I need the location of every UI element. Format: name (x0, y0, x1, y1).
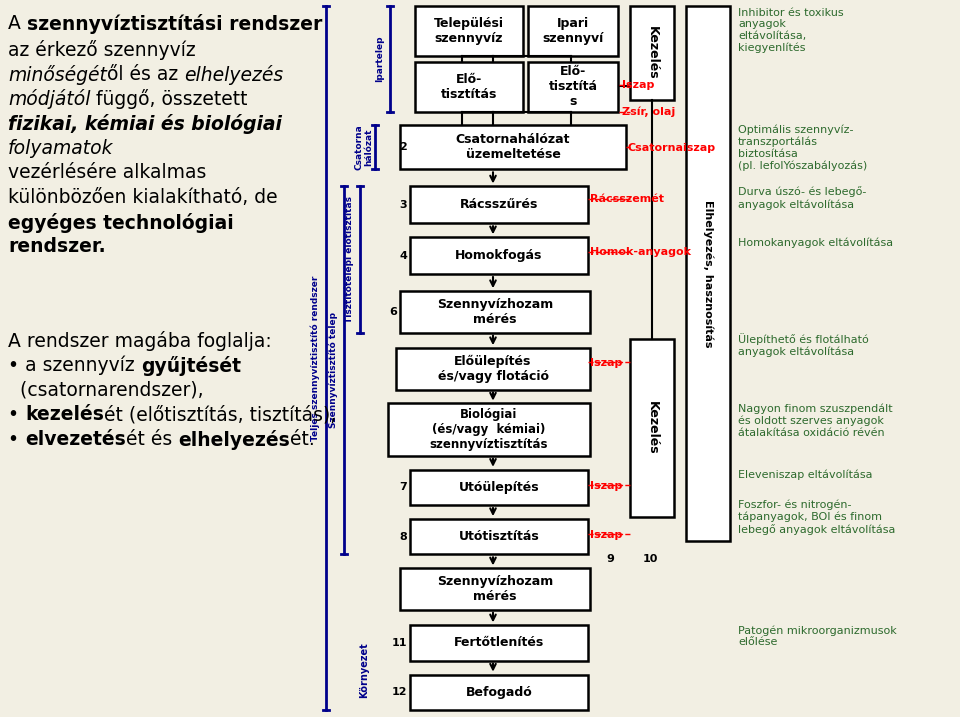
Text: 12: 12 (392, 687, 407, 697)
Text: Eleveniszap eltávolítása: Eleveniszap eltávolítása (738, 470, 873, 480)
Text: Nagyon finom szuszpendált
és oldott szerves anyagok
átalakítása oxidáció révén: Nagyon finom szuszpendált és oldott szer… (738, 404, 893, 438)
Text: Biológiai
(és/vagy  kémiai)
szennyvíztisztítás: Biológiai (és/vagy kémiai) szennyvíztisz… (430, 408, 548, 451)
Text: Iszap: Iszap (590, 358, 622, 368)
Text: különbözően kialakítható, de: különbözően kialakítható, de (8, 188, 277, 207)
Text: Patogén mikroorganizmusok
előlése: Patogén mikroorganizmusok előlése (738, 625, 897, 647)
Text: Homokanyagok eltávolítása: Homokanyagok eltávolítása (738, 237, 893, 247)
Text: módjától: módjától (8, 90, 90, 109)
Text: Előülepítés
és/vagy flotáció: Előülepítés és/vagy flotáció (438, 355, 548, 383)
Text: az érkező szennyvíz: az érkező szennyvíz (8, 40, 196, 60)
Text: A: A (8, 14, 27, 33)
Text: 10: 10 (642, 554, 658, 564)
Text: (csatornarendszer),: (csatornarendszer), (8, 381, 204, 399)
Text: elhelyezés: elhelyezés (184, 65, 283, 85)
Text: A rendszer magába foglalja:: A rendszer magába foglalja: (8, 331, 272, 351)
Bar (630, 339, 674, 518)
Text: Befogadó: Befogadó (466, 685, 533, 699)
Text: Rácsszűrés: Rácsszűrés (460, 199, 539, 212)
Text: Kezelés: Kezelés (645, 27, 659, 80)
Bar (686, 6, 730, 541)
Text: Zsír, olaj: Zsír, olaj (622, 106, 675, 117)
Text: 2: 2 (399, 142, 407, 152)
Bar (415, 6, 523, 56)
Text: ét és: ét és (126, 429, 179, 449)
Text: 7: 7 (399, 483, 407, 493)
Text: Utóülepítés: Utóülepítés (459, 481, 540, 494)
Bar (415, 62, 523, 112)
Bar (410, 470, 588, 505)
Text: elvezetés: elvezetés (25, 429, 126, 449)
Bar (396, 348, 590, 389)
Text: ét.: ét. (290, 429, 315, 449)
Text: Tisztítótelepi előtisztítás: Tisztítótelepi előtisztítás (345, 196, 353, 323)
Text: Települési
szennyvíz: Települési szennyvíz (434, 17, 504, 45)
Bar (400, 569, 590, 610)
Text: • a szennyvíz: • a szennyvíz (8, 356, 140, 375)
Text: Optimális szennyvíz-
transzportálás
biztosítása
(pl. lefolYószabályozás): Optimális szennyvíz- transzportálás bizt… (738, 125, 867, 171)
Text: Elő-
tisztítás: Elő- tisztítás (441, 72, 497, 100)
Text: Rácsszemét: Rácsszemét (590, 194, 664, 204)
Text: •: • (8, 405, 25, 424)
Text: 11: 11 (392, 638, 407, 648)
Text: Utótisztítás: Utótisztítás (459, 530, 540, 543)
Text: folyamatok: folyamatok (8, 138, 113, 158)
Text: fizikai, kémiai és biológiai: fizikai, kémiai és biológiai (8, 114, 282, 134)
Text: Ipari
szennyví: Ipari szennyví (542, 17, 604, 45)
Bar (528, 6, 618, 56)
Text: Elő-
tisztítá
s: Elő- tisztítá s (548, 65, 597, 108)
Text: elhelyezés: elhelyezés (179, 429, 290, 450)
Text: rendszer.: rendszer. (8, 237, 106, 256)
Text: •: • (8, 429, 25, 449)
Bar (410, 675, 588, 710)
Text: Foszfor- és nitrogén-
tápanyagok, BOI és finom
lebegő anyagok eltávolítása: Foszfor- és nitrogén- tápanyagok, BOI és… (738, 500, 896, 535)
Bar (400, 125, 626, 169)
Bar (528, 62, 618, 112)
Text: 3: 3 (399, 200, 407, 210)
Text: Csatornaiszap: Csatornaiszap (628, 143, 716, 153)
Text: Homokfogás: Homokfogás (455, 249, 542, 262)
Text: Csatornahálózat
üzemeltetése: Csatornahálózat üzemeltetése (456, 133, 570, 161)
Text: 9: 9 (606, 554, 614, 564)
Bar (410, 186, 588, 223)
Bar (410, 625, 588, 660)
Text: kezelés: kezelés (25, 405, 104, 424)
Text: Fertőtlenítés: Fertőtlenítés (454, 637, 544, 650)
Text: függő, összetett: függő, összetett (90, 90, 248, 109)
Text: vezérlésére alkalmas: vezérlésére alkalmas (8, 163, 206, 182)
Text: Ülepíthető és flotálható
anyagok eltávolítása: Ülepíthető és flotálható anyagok eltávol… (738, 333, 869, 357)
Text: minőségét: minőségét (8, 65, 107, 85)
Text: Inhibitor és toxikus
anyagok
eltávolítása,
kiegyenlítés: Inhibitor és toxikus anyagok eltávolítás… (738, 8, 844, 53)
Text: 6: 6 (389, 307, 397, 317)
Text: Ipartelep: Ipartelep (375, 36, 385, 82)
Text: 8: 8 (399, 532, 407, 541)
Text: Környezet: Környezet (359, 642, 369, 698)
Text: Szennyvízhozam
mérés: Szennyvízhozam mérés (437, 298, 553, 326)
Text: 4: 4 (399, 251, 407, 261)
Text: Durva úszó- és lebegő-
anyagok eltávolítása: Durva úszó- és lebegő- anyagok eltávolít… (738, 186, 866, 209)
Text: Iszap: Iszap (590, 530, 622, 540)
Text: Szennyvízhozam
mérés: Szennyvízhozam mérés (437, 575, 553, 603)
Bar (388, 404, 590, 456)
Text: Csatorna
hálózat: Csatorna hálózat (354, 124, 373, 170)
Text: Iszap: Iszap (590, 481, 622, 491)
Text: Iszap: Iszap (622, 80, 655, 90)
Bar (630, 6, 674, 100)
Text: ől és az: ől és az (107, 65, 184, 84)
Bar (410, 237, 588, 274)
Bar (400, 291, 590, 333)
Text: Kezelés: Kezelés (645, 402, 659, 455)
Text: szennyvíztisztítási rendszer: szennyvíztisztítási rendszer (27, 14, 323, 34)
Text: Szennyvíztisztító telep: Szennyvíztisztító telep (328, 313, 338, 428)
Text: Elhelyezés, hasznosítás: Elhelyezés, hasznosítás (703, 199, 713, 347)
Text: Homok-anyagok: Homok-anyagok (590, 247, 691, 257)
Text: ét (előtisztítás, tisztítás),: ét (előtisztítás, tisztítás), (104, 405, 336, 424)
Text: egyéges technológiai: egyéges technológiai (8, 212, 233, 232)
Text: Teljes szennyvíztisztító rendszer: Teljes szennyvíztisztító rendszer (310, 275, 320, 441)
Text: gyűjtését: gyűjtését (140, 356, 241, 376)
Bar (410, 519, 588, 554)
